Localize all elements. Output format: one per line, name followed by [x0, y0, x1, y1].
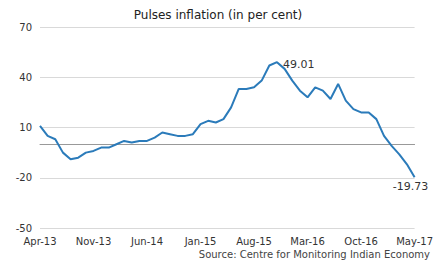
svg-text:Nov-13: Nov-13: [76, 236, 112, 247]
svg-text:-50: -50: [16, 223, 32, 234]
svg-text:-20: -20: [16, 172, 32, 183]
svg-text:Apr-13: Apr-13: [24, 236, 57, 247]
svg-text:10: 10: [19, 122, 32, 133]
svg-text:-19.73: -19.73: [393, 180, 428, 193]
svg-text:40: 40: [19, 72, 32, 83]
svg-text:May-17: May-17: [396, 236, 433, 247]
svg-text:Source: Centre for Monitoring: Source: Centre for Monitoring Indian Eco…: [199, 249, 430, 260]
svg-text:Mar-16: Mar-16: [290, 236, 325, 247]
svg-text:49.01: 49.01: [283, 58, 315, 71]
svg-text:Jan-15: Jan-15: [184, 236, 217, 247]
svg-text:Oct-16: Oct-16: [344, 236, 378, 247]
svg-text:70: 70: [19, 22, 32, 33]
svg-text:Pulses inflation (in per cent): Pulses inflation (in per cent): [134, 8, 302, 22]
svg-text:Aug-15: Aug-15: [236, 236, 272, 247]
svg-text:Jun-14: Jun-14: [130, 236, 163, 247]
